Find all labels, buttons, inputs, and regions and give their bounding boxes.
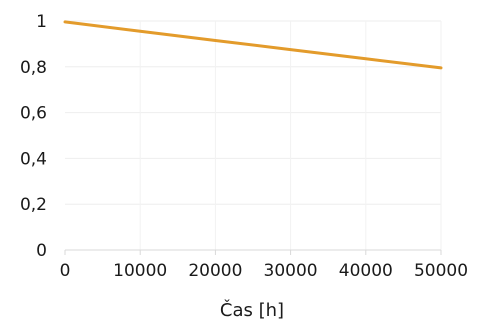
series-group	[63, 20, 443, 70]
x-axis-title: Čas [h]	[220, 299, 284, 321]
x-tick-label: 40000	[339, 261, 393, 281]
x-tick-label: 20000	[188, 261, 242, 281]
x-tick-labels: 0 10000 20000 30000 40000 50000	[60, 261, 468, 281]
y-tick-label: 1	[36, 12, 47, 32]
grid-lines	[65, 20, 442, 250]
y-tick-label: 0	[36, 241, 47, 261]
series-line	[63, 20, 443, 70]
x-tick-label: 0	[60, 261, 71, 281]
axes	[64, 249, 442, 255]
x-tick-label: 10000	[113, 261, 167, 281]
x-tick-label: 50000	[414, 261, 468, 281]
y-tick-label: 0,6	[20, 104, 47, 124]
y-tick-labels: 0 0,2 0,4 0,6 0,8 1	[20, 12, 47, 261]
y-tick-label: 0,4	[20, 149, 47, 169]
x-tick-label: 30000	[264, 261, 318, 281]
y-tick-label: 0,8	[20, 58, 47, 78]
y-tick-label: 0,2	[20, 195, 47, 215]
